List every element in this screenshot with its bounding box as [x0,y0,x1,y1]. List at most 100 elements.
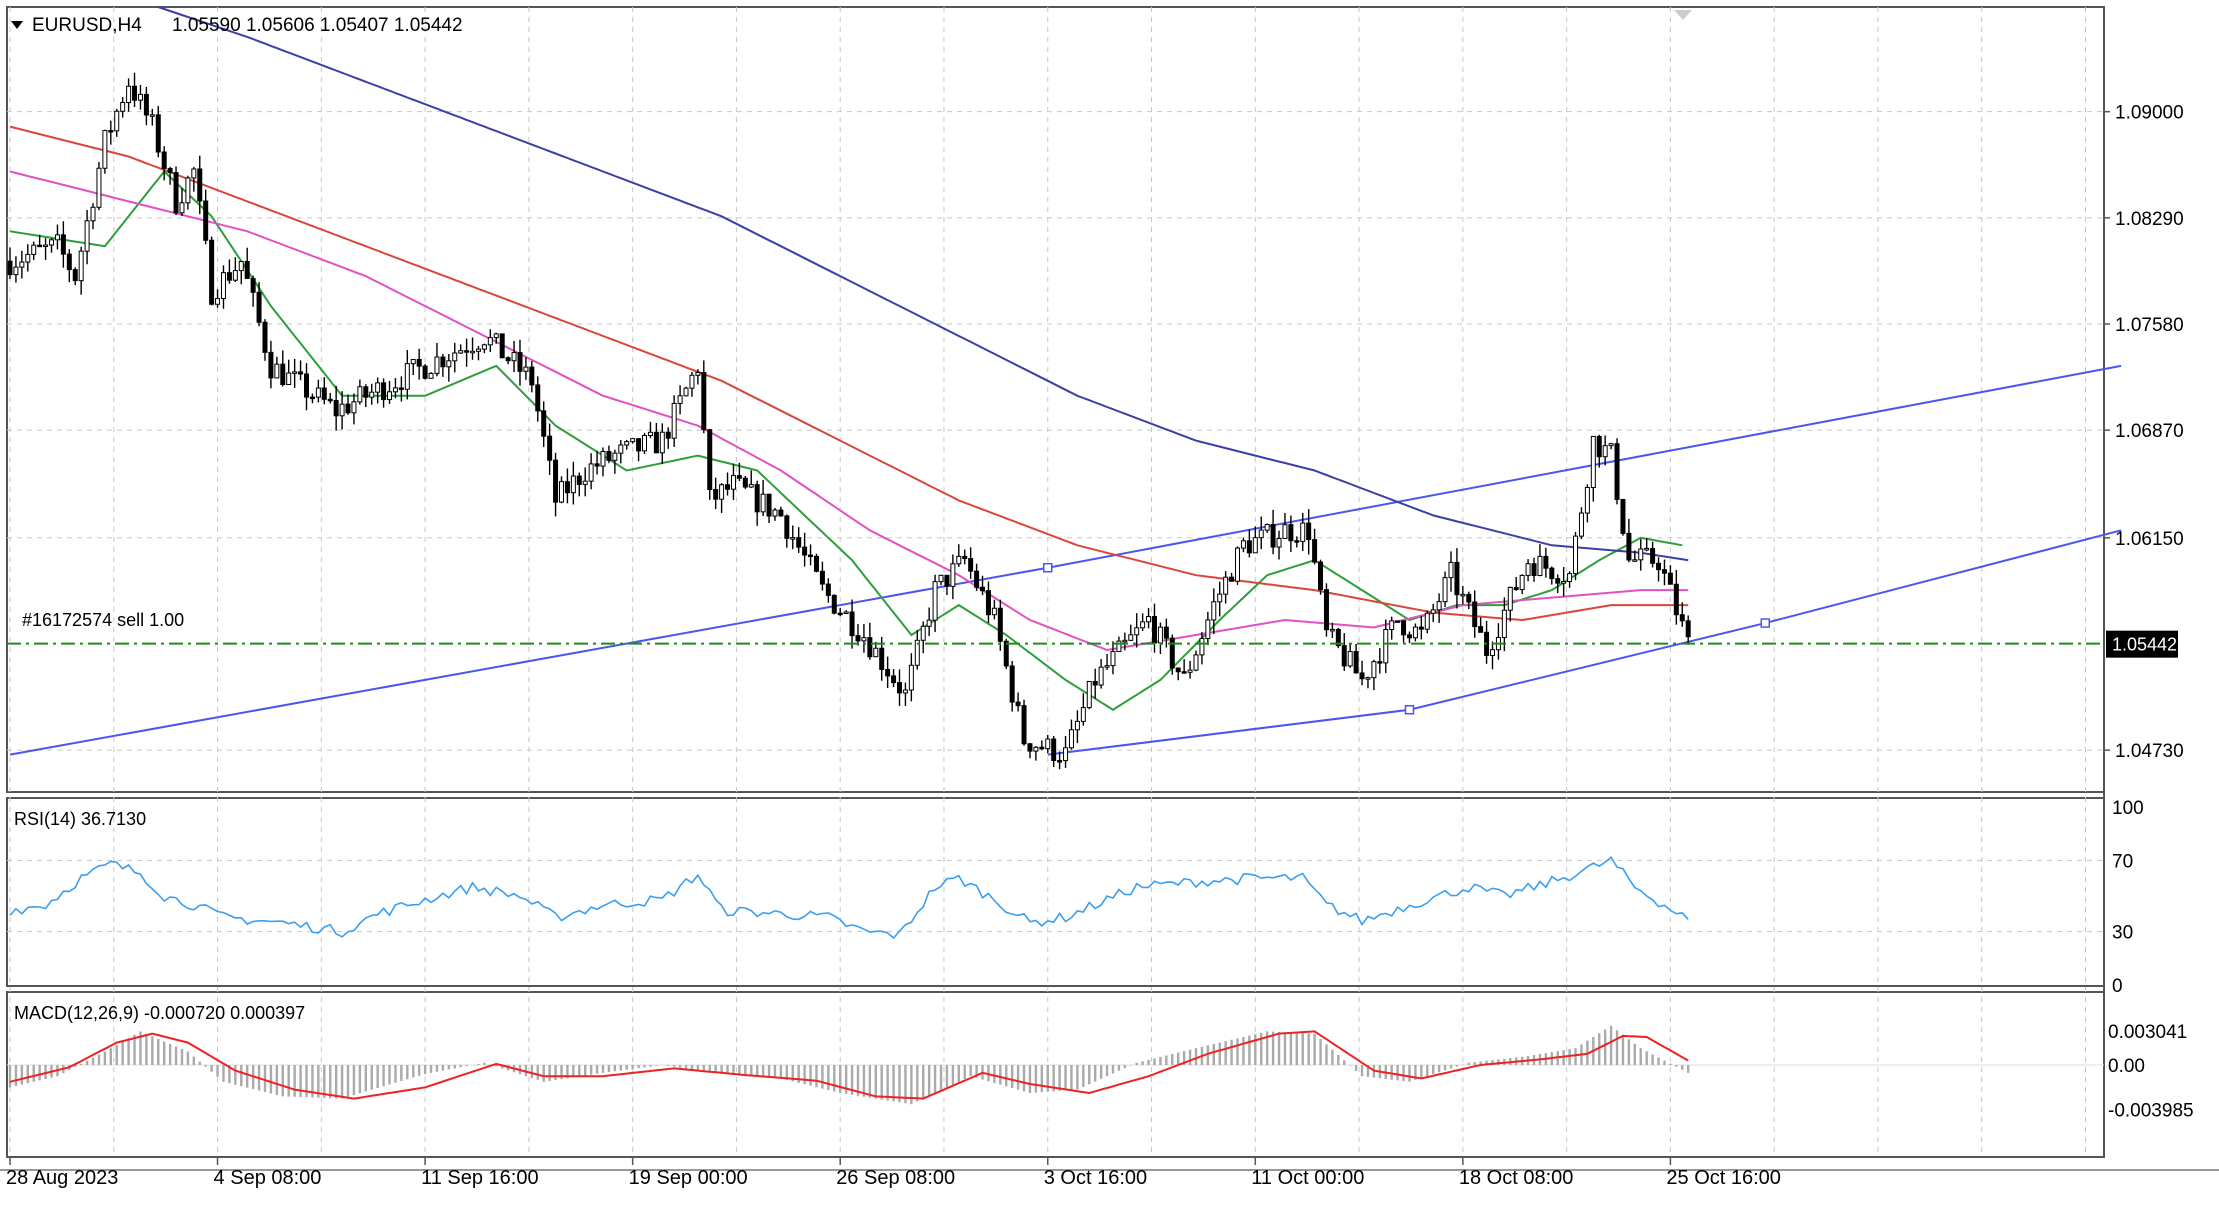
channel-anchor-handle[interactable] [1760,618,1771,628]
candle [1460,585,1466,605]
candle [1122,632,1128,651]
macd-axis-tick-label: 0.003041 [2108,1022,2187,1043]
candle [547,423,553,475]
candle [665,427,671,449]
candle [713,477,719,510]
candle [689,371,695,397]
candle [1092,668,1098,699]
candle [932,574,938,633]
candle [262,319,268,361]
moving-average-line [9,170,1689,652]
candle [363,384,369,408]
candle [458,344,464,354]
candle [813,553,819,573]
candle [1513,577,1519,591]
candle [831,594,837,615]
candle [647,421,653,439]
candle [1057,751,1063,770]
candle [351,393,357,425]
candle [1442,571,1448,607]
candle [1211,588,1217,635]
candle [126,78,132,112]
candle [499,333,505,359]
candle [553,452,559,517]
candle [1264,523,1270,533]
time-axis-tick-label: 26 Sep 08:00 [836,1167,955,1189]
rsi-axis-tick-label: 100 [2112,798,2144,819]
candle [541,401,547,448]
candle [825,578,831,603]
candle [1501,597,1507,652]
candle [1323,583,1329,637]
candle [784,514,790,548]
candle [1359,660,1365,686]
candle [908,653,914,702]
candle [730,463,736,501]
rsi-axis-tick-label: 30 [2112,923,2133,944]
candle [920,621,926,654]
candle [1383,619,1389,674]
chart-shift-marker-icon[interactable] [1674,10,1692,20]
candle [1199,632,1205,665]
candle [1667,565,1673,585]
time-axis-tick-label: 4 Sep 08:00 [214,1167,322,1189]
candle [292,358,298,388]
candle [535,376,541,422]
candle [1128,624,1134,641]
macd-indicator [7,1025,2104,1105]
candle [327,392,333,404]
candle [120,97,126,118]
channel-anchor-handle[interactable] [1043,562,1053,573]
candle [683,386,689,397]
candle [790,525,796,550]
candle [517,339,523,386]
candle [843,610,849,615]
candle [1644,538,1650,552]
candle [754,480,760,526]
candle [1015,692,1021,712]
candle [1596,434,1602,468]
candle [1656,557,1662,582]
candle [523,357,529,380]
candle [1543,547,1549,578]
candle [398,376,404,402]
candle [1258,516,1264,550]
moving-averages [9,6,1689,711]
candle [1074,710,1080,744]
candle [49,237,55,253]
time-axis-tick-label: 19 Sep 00:00 [629,1167,748,1189]
candle [1240,537,1246,553]
candle [505,356,511,365]
candle [84,209,90,265]
candle [1341,633,1347,671]
candle [274,356,280,379]
candle [742,475,748,489]
candle [31,241,37,261]
candle [1584,484,1590,523]
candle [1181,659,1187,674]
candle [956,544,962,567]
moving-average-line [9,170,1683,711]
candle [481,343,487,354]
candle [333,385,339,431]
channel-anchor-handle[interactable] [1404,705,1415,715]
trend-channel[interactable] [9,364,2122,756]
time-axis-tick-label: 18 Oct 08:00 [1459,1167,1574,1189]
candle [1033,745,1039,761]
triangle-down-icon[interactable] [11,21,23,29]
candle [470,337,476,360]
candle [167,166,173,185]
candle [760,479,766,516]
price-axis-tick-label: 1.07580 [2115,315,2184,336]
candle [808,544,814,566]
candle [1650,541,1656,568]
candle [849,599,855,649]
candle [179,187,185,217]
candle [802,532,808,567]
candle [1602,435,1608,466]
candle [902,682,908,706]
channel-line[interactable] [1047,529,2122,756]
candle [1567,571,1573,588]
